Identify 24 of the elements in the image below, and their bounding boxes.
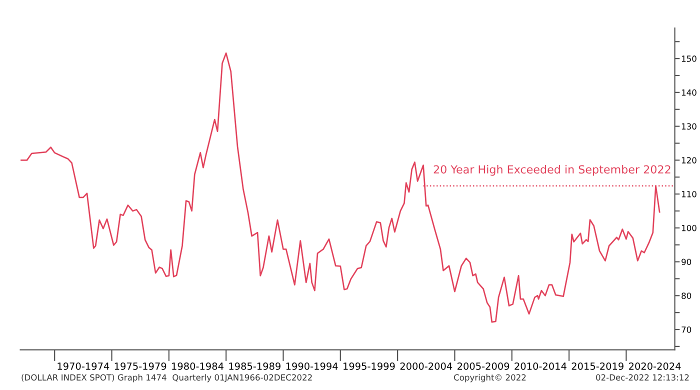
x-tick-label: 1980-1984 (172, 362, 224, 370)
y-tick-label: 70 (682, 326, 692, 333)
x-tick-label: 2000-2004 (400, 362, 452, 370)
x-tick-label: 2020-2024 (629, 362, 681, 370)
text: Copyright© 2022 (454, 374, 526, 382)
x-tick-label: 2015-2019 (572, 362, 624, 370)
y-tick-label: 120 (682, 157, 696, 164)
y-tick-label: 100 (682, 224, 696, 232)
x-tick-label: 1975-1979 (114, 362, 166, 370)
text: (DOLLAR INDEX SPOT) Graph 1474 Quarterly 01JAN1966-02DEC2022 (22, 374, 312, 382)
x-tick-label: 1990-1994 (286, 362, 338, 370)
text: 02-Dec-2022 12:13:12 (596, 374, 689, 381)
x-tick-label: 2005-2009 (458, 362, 510, 370)
y-tick-label: 80 (682, 292, 692, 299)
x-tick-label: 1995-1999 (344, 362, 395, 370)
x-tick-label: 1985-1989 (229, 362, 280, 370)
x-tick-label: 2010-2014 (514, 362, 566, 370)
y-tick-label: 140 (682, 89, 696, 96)
ref-line-label: 20 Year High Exceeded in September 2022 (434, 164, 670, 176)
y-tick-label: 130 (682, 123, 696, 130)
x-tick-label: 1970-1974 (58, 362, 110, 370)
y-tick-label: 150 (682, 56, 696, 62)
y-tick-label: 110 (682, 191, 696, 198)
y-tick-label: 90 (682, 258, 692, 266)
